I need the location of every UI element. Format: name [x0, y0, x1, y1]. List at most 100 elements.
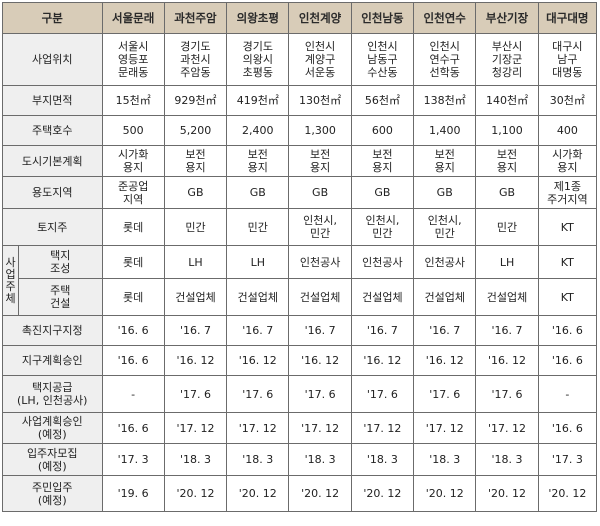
table-cell: KT	[537, 245, 598, 279]
header-site: 인천계양	[288, 2, 352, 34]
table-row-land-development: 사 업 주 체 택지 조성 롯데 LH LH 인천공사 인천공사 인천공사 LH…	[1, 245, 598, 316]
header-site: 대구대명	[537, 2, 598, 34]
row-label: 택지공급 (LH, 인천공사)	[2, 375, 103, 413]
header-site: 서울문래	[101, 2, 165, 34]
table-row-land-supply: 택지공급 (LH, 인천공사) - '17. 6 '17. 6 '17. 6 '…	[2, 375, 598, 413]
table-cell: 건설업체	[350, 278, 415, 316]
table-cell: '16. 7	[163, 315, 228, 346]
table-cell: LH	[226, 245, 290, 279]
table-cell: 419천㎡	[226, 85, 290, 116]
table-cell: '20. 12	[163, 475, 228, 512]
table-cell: '20. 12	[475, 475, 539, 512]
table-cell: 130천㎡	[288, 85, 352, 116]
table-cell: 롯데	[101, 245, 165, 279]
table-cell: 시가화 용지	[537, 145, 598, 177]
header-row: 구분 서울문래 과천주암 의왕초평 인천계양 인천남동 인천연수 부산기장 대구…	[2, 2, 598, 34]
table-cell: 인천시, 민간	[413, 208, 477, 246]
table-cell: 서울시 영등포 문래동	[101, 33, 165, 86]
table-cell: GB	[163, 176, 228, 209]
table-cell: 138천㎡	[413, 85, 477, 116]
table-cell: '20. 12	[413, 475, 477, 512]
table-cell: 롯데	[101, 278, 165, 316]
table-cell: '18. 3	[288, 443, 352, 476]
table-cell: 민간	[226, 208, 290, 246]
table-cell: 건설업체	[413, 278, 477, 316]
table-row-move-in: 주민입주 (예정) '19. 6 '20. 12 '20. 12 '20. 12…	[2, 475, 598, 512]
table-row-recruitment: 입주자모집 (예정) '17. 3 '18. 3 '18. 3 '18. 3 '…	[2, 443, 598, 476]
table-row-location: 사업위치 서울시 영등포 문래동 경기도 과천시 주암동 경기도 의왕시 초평동…	[2, 33, 598, 86]
table-cell: '20. 12	[288, 475, 352, 512]
table-cell: '16. 7	[226, 315, 290, 346]
operator-group-label: 사 업 주 체	[1, 245, 20, 316]
row-label: 부지면적	[2, 85, 103, 116]
table-cell: 건설업체	[475, 278, 539, 316]
table-cell: 민간	[475, 208, 539, 246]
table-row-area: 부지면적 15천㎡ 929천㎡ 419천㎡ 130천㎡ 56천㎡ 138천㎡ 1…	[2, 85, 598, 116]
table-cell: '20. 12	[537, 475, 598, 512]
table-cell: 인천공사	[350, 245, 415, 279]
table-row-zoning: 용도지역 준공업 지역 GB GB GB GB GB GB 제1종 주거지역	[2, 176, 598, 209]
table-cell: 보전 용지	[163, 145, 228, 177]
table-cell: '18. 3	[163, 443, 228, 476]
table-cell: 인천시 계양구 서운동	[288, 33, 352, 86]
table-cell: 30천㎡	[537, 85, 598, 116]
table-cell: '16. 6	[537, 315, 598, 346]
table-cell: 보전 용지	[413, 145, 477, 177]
table-cell: '16. 12	[475, 345, 539, 376]
row-label: 지구계획승인	[2, 345, 103, 376]
row-label: 용도지역	[2, 176, 103, 209]
table-cell: '16. 7	[475, 315, 539, 346]
table-cell: '18. 3	[413, 443, 477, 476]
table-cell: 경기도 의왕시 초평동	[226, 33, 290, 86]
table-cell: 보전 용지	[226, 145, 290, 177]
table-cell: 부산시 기장군 청강리	[475, 33, 539, 86]
table-row-project-approval: 사업계획승인 (예정) '16. 6 '17. 12 '17. 12 '17. …	[2, 412, 598, 444]
table-cell: 2,400	[226, 115, 290, 146]
table-cell: 준공업 지역	[101, 176, 165, 209]
row-label: 토지주	[2, 208, 103, 246]
table-cell: 1,400	[413, 115, 477, 146]
table-cell: 인천시 연수구 선학동	[413, 33, 477, 86]
header-label: 구분	[2, 2, 103, 34]
row-label: 촉진지구지정	[2, 315, 103, 346]
table-cell: 대구시 남구 대명동	[537, 33, 598, 86]
row-label: 주택호수	[2, 115, 103, 146]
table-cell: '17. 3	[537, 443, 598, 476]
table-cell: '17. 6	[475, 375, 539, 413]
table-cell: 5,200	[163, 115, 228, 146]
row-label: 도시기본계획	[2, 145, 103, 177]
table-cell: 제1종 주거지역	[537, 176, 598, 209]
table-cell: -	[537, 375, 598, 413]
table-cell: '17. 6	[226, 375, 290, 413]
table-cell: GB	[226, 176, 290, 209]
table-cell: 56천㎡	[350, 85, 415, 116]
table-cell: '16. 6	[537, 345, 598, 376]
table-cell: '17. 12	[413, 412, 477, 444]
table-cell: 건설업체	[288, 278, 352, 316]
table-cell: 인천시, 민간	[350, 208, 415, 246]
table-cell: 건설업체	[163, 278, 228, 316]
table-cell: '16. 7	[350, 315, 415, 346]
table-cell: '16. 12	[163, 345, 228, 376]
table-row-promo-zone: 촉진지구지정 '16. 6 '16. 7 '16. 7 '16. 7 '16. …	[2, 315, 598, 346]
table-row-district-plan: 지구계획승인 '16. 6 '16. 12 '16. 12 '16. 12 '1…	[2, 345, 598, 376]
row-label: 주민입주 (예정)	[2, 475, 103, 512]
table-cell: '17. 12	[288, 412, 352, 444]
row-label: 사업위치	[2, 33, 103, 86]
table-cell: 인천공사	[413, 245, 477, 279]
table-cell: 롯데	[101, 208, 165, 246]
row-label: 택지 조성	[18, 245, 103, 279]
table-cell: 1,300	[288, 115, 352, 146]
table-cell: '19. 6	[101, 475, 165, 512]
table-cell: KT	[537, 278, 598, 316]
header-site: 의왕초평	[226, 2, 290, 34]
table-cell: '16. 12	[288, 345, 352, 376]
project-table: 구분 서울문래 과천주암 의왕초평 인천계양 인천남동 인천연수 부산기장 대구…	[1, 2, 598, 512]
row-label: 사업계획승인 (예정)	[2, 412, 103, 444]
table-cell: '20. 12	[350, 475, 415, 512]
table-row-urban-plan: 도시기본계획 시가화 용지 보전 용지 보전 용지 보전 용지 보전 용지 보전…	[2, 145, 598, 177]
table-cell: '17. 12	[226, 412, 290, 444]
table-cell: GB	[350, 176, 415, 209]
table-cell: '17. 12	[163, 412, 228, 444]
table-cell: GB	[475, 176, 539, 209]
